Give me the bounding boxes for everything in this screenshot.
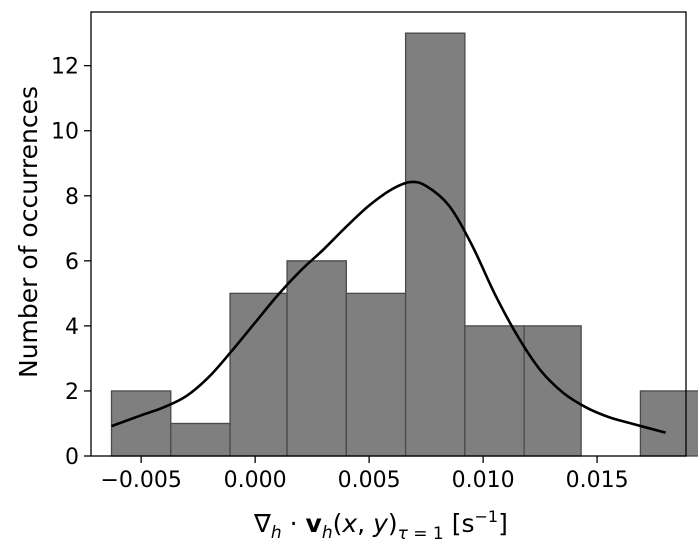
x-axis-label: ∇h · vh(x, y)τ = 1 [s−1]	[253, 507, 508, 544]
y-tick-label: 6	[65, 250, 79, 275]
y-tick-label: 8	[65, 185, 79, 210]
x-tick-label: −0.005	[100, 468, 181, 493]
x-tick-label: 0.015	[566, 468, 629, 493]
x-tick-label: 0.010	[452, 468, 515, 493]
y-tick-label: 2	[65, 380, 79, 405]
x-tick-label: 0.005	[338, 468, 401, 493]
histogram-bar	[170, 422, 231, 457]
histogram-bar	[404, 32, 466, 457]
x-tick-label: 0.000	[224, 468, 287, 493]
histogram-bar	[286, 260, 347, 457]
y-tick-label: 12	[51, 55, 79, 80]
histogram-bar	[639, 390, 698, 457]
kde-curve	[111, 180, 666, 434]
histogram-bars	[110, 32, 698, 457]
y-tick-label: 4	[65, 315, 79, 340]
plot-area-frame	[90, 11, 687, 457]
histogram-bar	[464, 325, 525, 457]
x-axis-ticks: −0.005 0.000 0.005 0.010 0.015	[100, 456, 629, 493]
y-tick-label: 10	[51, 120, 79, 145]
histogram-bar	[345, 292, 407, 457]
y-tick-label: 0	[65, 445, 79, 470]
histogram-bar	[229, 292, 288, 457]
histogram-bar	[523, 325, 582, 457]
y-axis-label: Number of occurrences	[14, 86, 43, 378]
y-axis-ticks: 0 2 4 6 8 10 12	[51, 55, 91, 470]
